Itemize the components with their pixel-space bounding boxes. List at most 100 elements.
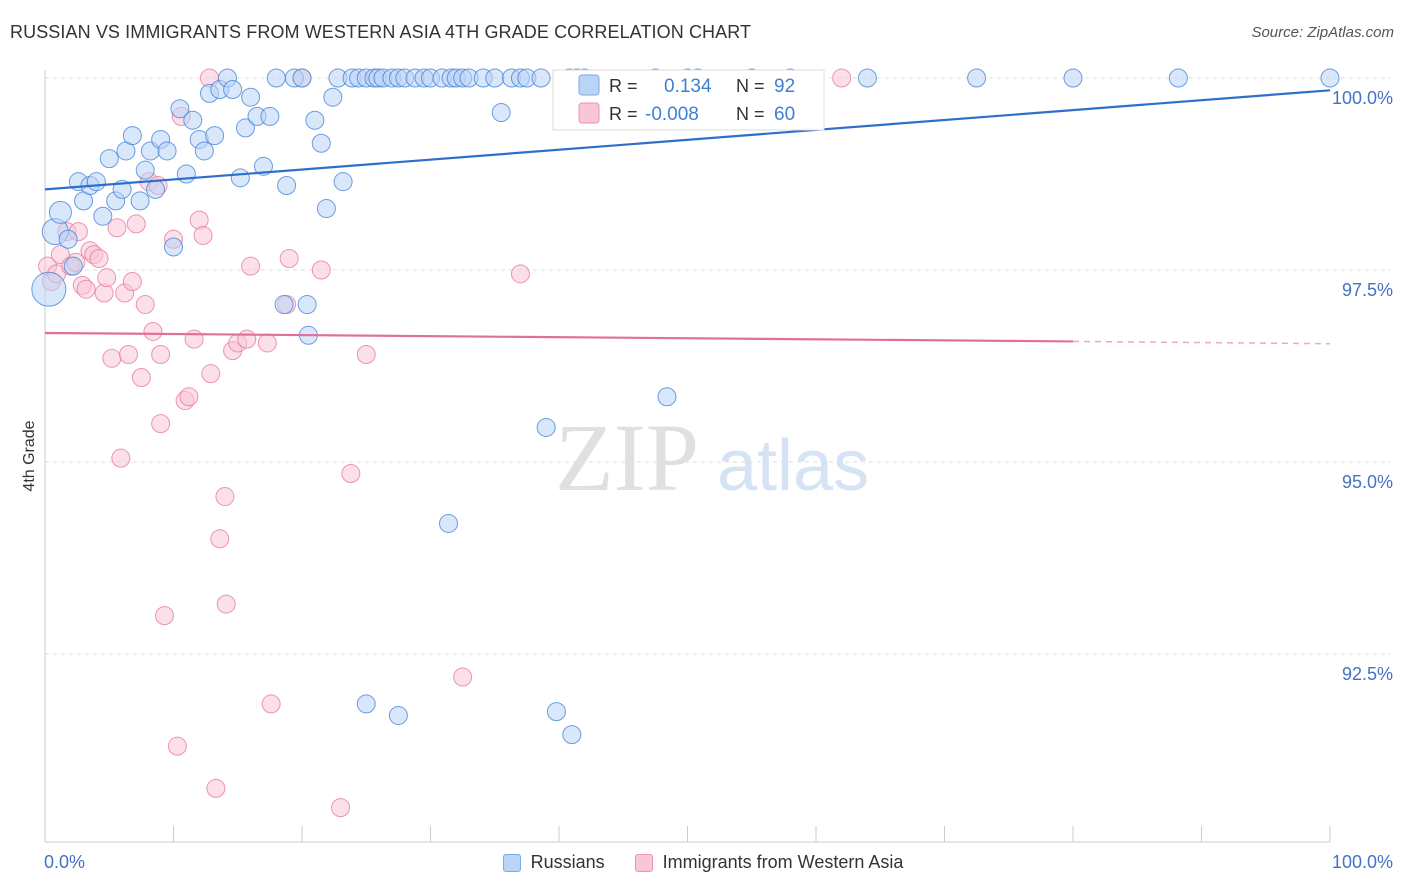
point-russians-36 — [253, 156, 273, 176]
point-russians-34 — [241, 87, 261, 107]
watermark: ZIP atlas — [555, 404, 869, 511]
point-immigrants-56 — [356, 344, 376, 364]
point-immigrants-40 — [206, 778, 226, 798]
y-tick-label-2: 97.5% — [1342, 280, 1393, 300]
point-russians-48 — [323, 87, 343, 107]
point-immigrants-55 — [341, 464, 361, 484]
point-immigrants-35 — [184, 329, 204, 349]
legend-item-russians[interactable]: Russians — [502, 852, 605, 873]
trend-lines — [44, 89, 1331, 345]
watermark-zip: ZIP — [555, 404, 699, 511]
point-russians-26 — [194, 141, 214, 161]
trend-line-immigrants-extension — [1072, 340, 1331, 345]
point-immigrants-57 — [453, 667, 473, 687]
point-russians-9 — [93, 206, 113, 226]
point-russians-76 — [536, 417, 556, 437]
point-immigrants-42 — [215, 487, 235, 507]
point-immigrants-21 — [126, 214, 146, 234]
y-tick-label-1: 95.0% — [1342, 472, 1393, 492]
legend-swatch-blue — [502, 853, 521, 872]
point-immigrants-15 — [102, 348, 122, 368]
point-russians-14 — [122, 126, 142, 146]
point-russians-42 — [292, 68, 312, 88]
point-russians-45 — [305, 110, 325, 130]
point-russians-91 — [388, 705, 408, 725]
point-immigrants-19 — [119, 344, 139, 364]
axes — [44, 70, 1331, 843]
point-immigrants-29 — [155, 606, 175, 626]
point-russians-43 — [297, 295, 317, 315]
point-russians-50 — [333, 172, 353, 192]
point-russians-37 — [260, 106, 280, 126]
point-russians-23 — [176, 164, 196, 184]
point-russians-4 — [63, 256, 83, 276]
point-immigrants-34 — [179, 387, 199, 407]
point-immigrants-12 — [89, 248, 109, 268]
point-russians-88 — [1168, 68, 1188, 88]
point-russians-93 — [562, 725, 582, 745]
legend-n1-label: N = — [736, 76, 765, 96]
y-tick-labels: 92.5% 95.0% 97.5% 100.0% — [1332, 88, 1393, 684]
point-russians-15 — [130, 191, 150, 211]
y-tick-label-0: 92.5% — [1342, 664, 1393, 684]
point-russians-31 — [223, 80, 243, 100]
point-immigrants-31 — [167, 736, 187, 756]
legend-swatch-russians — [578, 74, 600, 96]
point-russians-92 — [546, 702, 566, 722]
point-russians-86 — [967, 68, 987, 88]
point-russians-3 — [58, 229, 78, 249]
point-immigrants-28 — [151, 344, 171, 364]
point-immigrants-51 — [279, 248, 299, 268]
point-russians-8 — [86, 172, 106, 192]
point-russians-90 — [356, 694, 376, 714]
y-axis-label: 4th Grade — [21, 420, 38, 491]
point-russians-0 — [31, 271, 67, 307]
point-immigrants-27 — [151, 414, 171, 434]
point-immigrants-53 — [311, 260, 331, 280]
point-russians-85 — [857, 68, 877, 88]
point-russians-22 — [170, 99, 190, 119]
chart-title: RUSSIAN VS IMMIGRANTS FROM WESTERN ASIA … — [10, 22, 752, 42]
point-immigrants-9 — [76, 279, 96, 299]
point-russians-94 — [657, 387, 677, 407]
point-russians-32 — [230, 168, 250, 188]
point-russians-18 — [146, 179, 166, 199]
point-russians-24 — [183, 110, 203, 130]
point-russians-87 — [1063, 68, 1083, 88]
point-russians-20 — [157, 141, 177, 161]
legend-n2-value: 60 — [774, 104, 795, 125]
point-immigrants-54 — [331, 798, 351, 818]
trend-line-immigrants — [44, 331, 1074, 343]
legend-label-immigrants: Immigrants from Western Asia — [662, 852, 904, 872]
point-immigrants-14 — [97, 268, 117, 288]
correlation-legend: R = 0.134 N = 92 R = -0.008 N = 60 — [552, 69, 825, 131]
watermark-atlas: atlas — [717, 426, 869, 506]
point-immigrants-43 — [216, 594, 236, 614]
x-tick-label-1: 100.0% — [1332, 852, 1393, 872]
point-russians-2 — [48, 200, 72, 224]
legend-n1-value: 92 — [774, 76, 795, 97]
point-russians-46 — [311, 133, 331, 153]
legend-label-russians: Russians — [530, 852, 605, 872]
point-immigrants-22 — [131, 368, 151, 388]
point-immigrants-46 — [237, 329, 257, 349]
point-russians-71 — [491, 103, 511, 123]
point-immigrants-20 — [122, 272, 142, 292]
point-russians-75 — [531, 68, 551, 88]
legend-swatch-immigrants — [578, 102, 600, 124]
legend-item-immigrants[interactable]: Immigrants from Western Asia — [634, 852, 904, 873]
point-immigrants-25 — [143, 321, 163, 341]
point-russians-39 — [274, 295, 294, 315]
point-russians-38 — [266, 68, 286, 88]
point-immigrants-16 — [107, 218, 127, 238]
legend-r1-label: R = — [609, 76, 638, 96]
point-immigrants-59 — [832, 68, 852, 88]
point-immigrants-39 — [201, 364, 221, 384]
point-immigrants-23 — [135, 295, 155, 315]
y-tick-label-3: 100.0% — [1332, 88, 1393, 108]
legend-n2-label: N = — [736, 104, 765, 124]
point-russians-47 — [316, 199, 336, 219]
point-russians-21 — [164, 237, 183, 257]
series-legend: Russians Immigrants from Western Asia — [0, 852, 1406, 873]
point-immigrants-49 — [261, 694, 281, 714]
